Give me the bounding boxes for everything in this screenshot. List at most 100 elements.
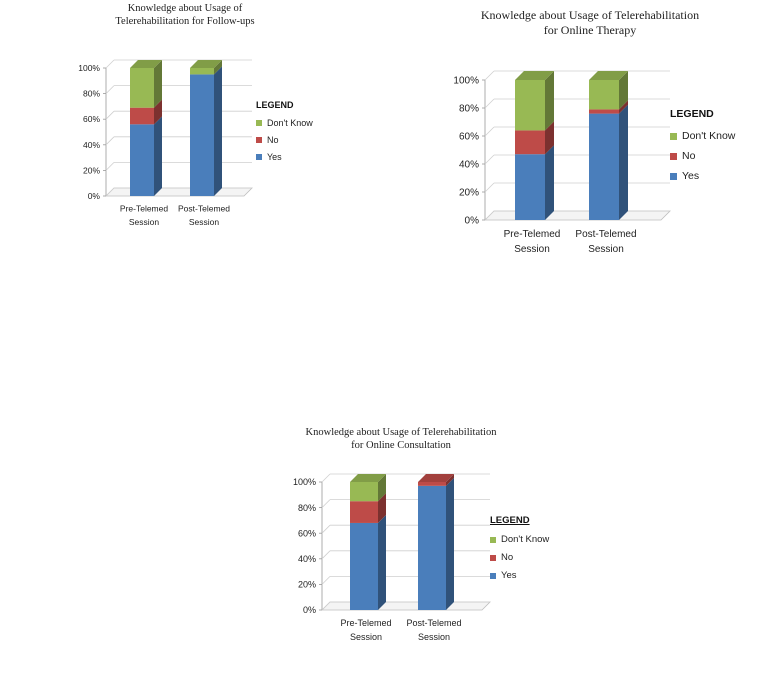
bar-front (350, 501, 378, 523)
x-tick-label: Session (350, 632, 382, 642)
x-tick-label: Session (129, 217, 160, 227)
floor (321, 601, 491, 611)
y-tick-label: 40% (459, 160, 479, 171)
bar-front (130, 124, 154, 196)
gridline (321, 576, 331, 585)
bar-front (190, 68, 214, 75)
bar-front (418, 482, 446, 486)
bar-stack-1 (190, 60, 222, 197)
plot-walls (484, 80, 671, 221)
y-tick-label: 40% (298, 554, 316, 564)
y-tick-label: 100% (293, 477, 316, 487)
bar-top (589, 71, 628, 80)
gridline (484, 210, 495, 221)
legend-label: Don't Know (501, 534, 550, 545)
x-tick-label: Pre-Telemed (120, 204, 168, 214)
y-tick-label: 60% (83, 114, 100, 124)
y-tick-label: 20% (459, 188, 479, 199)
bar-side (154, 116, 162, 196)
legend-item-don-t-know: Don't Know (670, 130, 735, 142)
y-tick-label: 100% (78, 63, 100, 73)
gridline (105, 85, 115, 94)
plot-area: 0% 20% 40% 60% 80% 100% Pre-Telemed Session Post… (293, 473, 491, 642)
bar-segment-yes (515, 145, 554, 220)
bar-segment-don-t-know (130, 60, 162, 108)
x-tick-label: Post-Telemed (575, 229, 636, 240)
chart-title-line-1: Knowledge about Usage of (127, 3, 243, 14)
bar-front (350, 482, 378, 502)
y-tick-label: 80% (459, 104, 479, 115)
bar-front (515, 130, 545, 155)
bar-segment-yes (130, 116, 162, 196)
gridline (105, 59, 115, 69)
legend-item-no: No (256, 135, 313, 145)
legend-item-no: No (670, 150, 735, 162)
y-tick-label: 0% (88, 191, 101, 201)
legend-item-yes: Yes (256, 152, 313, 162)
y-tick-label: 80% (83, 89, 100, 99)
gridline (484, 70, 495, 81)
y-tick-label: 20% (298, 580, 316, 590)
bar-front (418, 485, 446, 610)
legend: LEGEND Don't Know No Yes (670, 108, 735, 190)
bar-front (130, 68, 154, 108)
bar-segment-don-t-know (350, 474, 386, 502)
x-tick-label: Pre-Telemed (340, 618, 391, 628)
bar-side (619, 100, 628, 114)
x-tick-label: Post-Telemed (178, 204, 230, 214)
y-tick-label: 0% (465, 216, 480, 227)
x-tick-label: Session (514, 244, 550, 255)
bar-top (418, 474, 454, 482)
legend-label: Yes (267, 152, 282, 162)
bar-top (350, 474, 386, 482)
bar-side (619, 71, 628, 110)
bar-stack-0 (350, 474, 386, 610)
y-tick-label: 100% (453, 76, 479, 87)
bar-side (619, 104, 628, 220)
y-tick-label: 60% (298, 528, 316, 538)
bar-stack-1 (589, 71, 628, 220)
bar-front (515, 80, 545, 131)
chart-online-consultation: Knowledge about Usage of Telerehabilitat… (284, 426, 584, 666)
chart-title-line-1: Knowledge about Usage of Telerehabilitat… (480, 8, 700, 22)
chart-online-therapy: Knowledge about Usage of Telerehabilitat… (440, 8, 760, 268)
gridline (484, 182, 495, 193)
gridline (105, 162, 115, 171)
legend-label: Yes (501, 570, 517, 581)
legend-title: LEGEND (490, 515, 530, 526)
gridline (484, 154, 495, 165)
x-tick-label: Post-Telemed (406, 618, 461, 628)
gridline (321, 550, 331, 560)
bar-segment-don-t-know (515, 71, 554, 131)
legend-label: Don't Know (267, 118, 313, 128)
y-tick-label: 20% (83, 165, 100, 175)
gridline (484, 126, 495, 137)
chart-title: Knowledge about Usage of Telerehabilitat… (284, 426, 518, 452)
legend-label: Don't Know (682, 130, 736, 142)
bar-side (378, 514, 386, 610)
plot-walls (105, 68, 253, 197)
bar-side (545, 71, 554, 131)
gridline (321, 499, 331, 508)
bar-stack-0 (130, 60, 162, 196)
bar-front (589, 109, 619, 114)
x-tick-label: Pre-Telemed (504, 229, 561, 240)
x-tick-label: Session (418, 632, 450, 642)
legend-item-don-t-know: Don't Know (490, 534, 549, 545)
bar-top (190, 60, 222, 68)
bar-segment-no (350, 493, 386, 523)
bar-side (545, 145, 554, 220)
legend-label: No (501, 552, 514, 563)
gridline (321, 601, 331, 611)
bar-segment-no (589, 100, 628, 114)
bar-side (378, 493, 386, 523)
bar-side (378, 474, 386, 502)
bar-front (589, 80, 619, 110)
bar-top (130, 60, 162, 68)
bar-segment-no (418, 474, 454, 486)
bar-stack-0 (515, 71, 554, 220)
legend-swatch (256, 120, 262, 126)
legend-swatch (490, 572, 496, 579)
y-tick-label: 0% (303, 605, 316, 615)
bar-front (589, 113, 619, 220)
